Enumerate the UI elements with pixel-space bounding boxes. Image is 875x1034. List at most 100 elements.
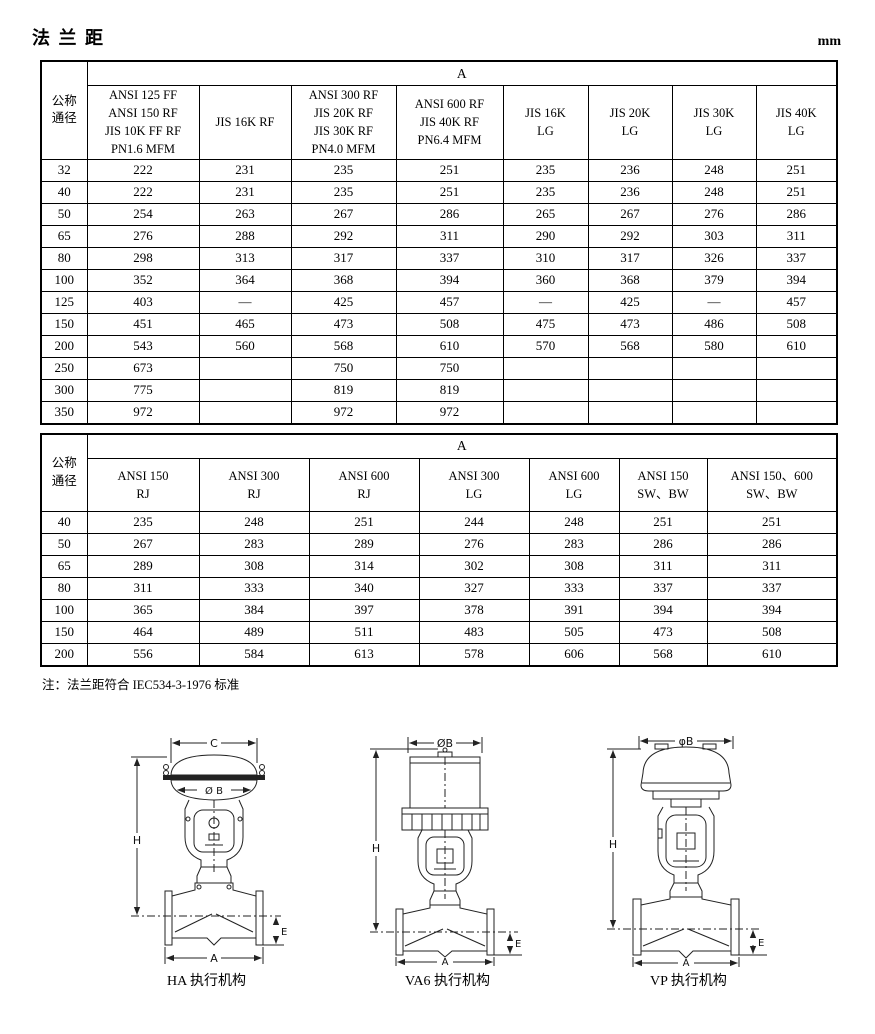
value-cell: 352 (86, 268, 200, 292)
value-cell: 391 (528, 598, 620, 622)
corner-header: 公称 通径 (40, 433, 88, 512)
value-cell: 235 (86, 510, 200, 534)
value-cell: 508 (706, 620, 838, 644)
value-cell: 251 (395, 180, 504, 204)
value-cell: 394 (395, 268, 504, 292)
value-cell: 308 (198, 554, 310, 578)
value-cell (502, 400, 589, 424)
value-cell: 236 (587, 180, 673, 204)
nominal-diameter-cell: 50 (40, 202, 88, 226)
dimension-label-a: A (683, 958, 690, 968)
nominal-diameter-cell: 250 (40, 356, 88, 380)
value-cell: 235 (502, 158, 589, 182)
value-cell (755, 356, 838, 380)
value-cell: 337 (618, 576, 708, 600)
table-row: 200 543 560 568 610 570 568 580 610 (40, 334, 838, 358)
table-subheader-row: ANSI 125 FF ANSI 150 RF JIS 10K FF RF PN… (41, 85, 838, 160)
flange-distance-table-2: 公称 通径 A ANSI 150 RJ ANSI 300 RJ ANSI 600 R… (40, 432, 839, 667)
table-row: 32 222 231 235 251 235 236 248 251 (40, 158, 838, 182)
value-cell: 289 (308, 532, 420, 556)
flange-distance-table-1: 公称 通径 A ANSI 125 FF ANSI 150 RF JIS 10K … (40, 60, 838, 425)
value-cell: 394 (618, 598, 708, 622)
value-cell: 568 (290, 334, 397, 358)
value-cell: 972 (86, 400, 200, 424)
page-title: 法 兰 距 (32, 28, 105, 48)
value-cell: 775 (86, 378, 200, 402)
table-row: 80 311 333 340 327 333 337 337 (40, 576, 838, 600)
nominal-diameter-cell: 300 (40, 378, 88, 402)
dimension-label-h: H (372, 842, 380, 855)
nominal-diameter-cell: 32 (40, 158, 88, 182)
dimension-label-b: ØB (437, 737, 453, 750)
nominal-diameter-cell: 65 (40, 224, 88, 248)
value-cell: 308 (528, 554, 620, 578)
value-cell: 251 (755, 158, 838, 182)
column-header: JIS 20K LG (587, 85, 673, 160)
value-cell: 606 (528, 642, 620, 667)
value-cell: 337 (395, 246, 504, 270)
value-cell: 292 (290, 224, 397, 248)
note-text: 注：法兰距符合 IEC534-3-1976 标准 (42, 677, 240, 692)
value-cell: 290 (502, 224, 589, 248)
column-header: JIS 40K LG (755, 85, 838, 160)
nominal-diameter-cell: 100 (40, 598, 88, 622)
value-cell (671, 400, 757, 424)
table-row: 125 403—425 457—425—457 (40, 290, 838, 314)
value-cell: 231 (198, 158, 292, 182)
value-cell: 394 (755, 268, 838, 292)
value-cell: 236 (587, 158, 673, 182)
valve-drawings: C Ø B H A E HA 执行机构 (20, 733, 875, 990)
value-cell: 292 (587, 224, 673, 248)
value-cell: 311 (755, 224, 838, 248)
value-cell: 283 (198, 532, 310, 556)
column-header: JIS 30K LG (671, 85, 757, 160)
dimension-label-a: A (210, 952, 218, 965)
value-cell (502, 378, 589, 402)
valve-drawing-ha: C Ø B H A E HA 执行机构 (109, 733, 304, 990)
va6-valve-diagram-icon: ØB H A E (370, 736, 522, 968)
value-cell: 473 (587, 312, 673, 336)
value-cell: 511 (308, 620, 420, 644)
nominal-diameter-cell: 125 (40, 290, 88, 314)
value-cell: 570 (502, 334, 589, 358)
value-cell: 288 (198, 224, 292, 248)
value-cell: 505 (528, 620, 620, 644)
value-cell: 333 (528, 576, 620, 600)
nominal-diameter-cell: 200 (40, 334, 88, 358)
table-row: 80 298 313 317 337 310 317 326 337 (40, 246, 838, 270)
value-cell: 311 (618, 554, 708, 578)
a-span-header: A (86, 433, 838, 459)
value-cell: 286 (618, 532, 708, 556)
table-header-row: 公称 通径 A (40, 433, 838, 512)
value-cell: 311 (395, 224, 504, 248)
value-cell: 568 (618, 642, 708, 667)
value-cell: 610 (755, 334, 838, 358)
column-header: ANSI 600 RJ (308, 457, 420, 512)
column-header: ANSI 600 LG (528, 457, 620, 512)
value-cell: 819 (395, 378, 504, 402)
value-cell: 425 (290, 290, 397, 314)
value-cell: 235 (290, 180, 397, 204)
value-cell: 235 (502, 180, 589, 204)
column-header: ANSI 150 RJ (86, 457, 200, 512)
value-cell: 251 (706, 510, 838, 534)
value-cell: — (671, 290, 757, 314)
value-cell: 486 (671, 312, 757, 336)
table-row: 200 556 584 613 578 606 568 610 (40, 642, 838, 667)
value-cell: 283 (528, 532, 620, 556)
value-cell (198, 400, 292, 424)
dimension-label-c: C (210, 737, 218, 750)
value-cell: 750 (395, 356, 504, 380)
value-cell (198, 356, 292, 380)
value-cell: 248 (671, 158, 757, 182)
value-cell: 310 (502, 246, 589, 270)
value-cell: 972 (290, 400, 397, 424)
value-cell: 972 (395, 400, 504, 424)
value-cell: 457 (395, 290, 504, 314)
column-header: ANSI 600 RF JIS 40K RF PN6.4 MFM (395, 85, 504, 160)
value-cell: 368 (290, 268, 397, 292)
value-cell: 251 (308, 510, 420, 534)
drawing-caption-vp: VP 执行机构 (650, 973, 727, 989)
drawing-caption-va6: VA6 执行机构 (405, 973, 490, 989)
table-row: 150 464 489 511 483 505 473 508 (40, 620, 838, 644)
